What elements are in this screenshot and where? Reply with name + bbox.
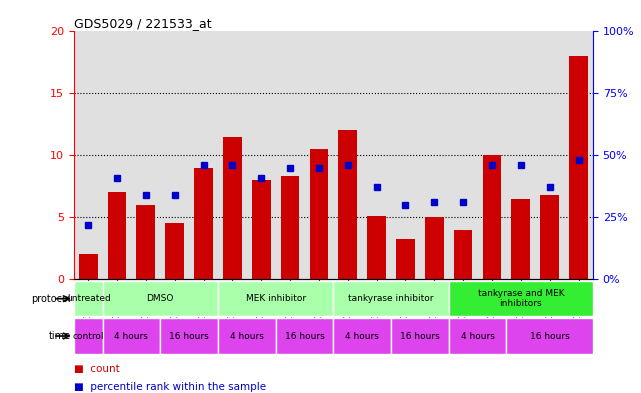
Text: untreated: untreated	[66, 294, 110, 303]
Bar	[449, 281, 593, 316]
Text: 4 hours: 4 hours	[115, 332, 148, 340]
Bar	[420, 31, 449, 279]
Bar	[333, 281, 449, 316]
Bar	[540, 195, 559, 279]
Bar	[160, 318, 218, 354]
Bar	[449, 31, 478, 279]
Bar	[304, 31, 333, 279]
Bar	[333, 31, 362, 279]
Bar	[506, 318, 593, 354]
Bar	[165, 223, 184, 279]
Bar	[391, 31, 420, 279]
Text: 16 hours: 16 hours	[169, 332, 209, 340]
Bar	[391, 318, 449, 354]
Bar	[569, 56, 588, 279]
Text: 16 hours: 16 hours	[529, 332, 570, 340]
Bar	[103, 281, 218, 316]
Bar	[194, 167, 213, 279]
Text: control: control	[72, 332, 104, 340]
Bar	[535, 31, 564, 279]
Bar	[160, 31, 189, 279]
Bar	[512, 198, 530, 279]
Bar	[218, 31, 247, 279]
Bar	[506, 31, 535, 279]
Bar	[74, 281, 103, 316]
Bar	[218, 281, 333, 316]
Text: ■  percentile rank within the sample: ■ percentile rank within the sample	[74, 382, 266, 392]
Text: 4 hours: 4 hours	[230, 332, 263, 340]
Bar	[564, 31, 593, 279]
Text: GDS5029 / 221533_at: GDS5029 / 221533_at	[74, 17, 212, 30]
Text: tankyrase and MEK
inhibitors: tankyrase and MEK inhibitors	[478, 289, 564, 309]
Text: 16 hours: 16 hours	[285, 332, 324, 340]
Bar	[103, 318, 160, 354]
Text: DMSO: DMSO	[147, 294, 174, 303]
Bar	[189, 31, 218, 279]
Bar	[449, 318, 506, 354]
Bar	[333, 318, 391, 354]
Bar	[103, 31, 131, 279]
Bar	[276, 31, 304, 279]
Text: time: time	[49, 331, 71, 341]
Bar	[396, 239, 415, 279]
Bar	[79, 254, 97, 279]
Text: 16 hours: 16 hours	[400, 332, 440, 340]
Bar	[310, 149, 328, 279]
Bar	[252, 180, 271, 279]
Bar	[483, 155, 501, 279]
Bar	[281, 176, 299, 279]
Bar	[108, 192, 126, 279]
Text: 4 hours: 4 hours	[345, 332, 379, 340]
Bar	[478, 31, 506, 279]
Bar	[362, 31, 391, 279]
Bar	[454, 230, 472, 279]
Bar	[425, 217, 444, 279]
Bar	[276, 318, 333, 354]
Bar	[218, 318, 276, 354]
Text: ■  count: ■ count	[74, 364, 119, 375]
Bar	[131, 31, 160, 279]
Bar	[367, 216, 386, 279]
Text: tankyrase inhibitor: tankyrase inhibitor	[348, 294, 434, 303]
Text: MEK inhibitor: MEK inhibitor	[246, 294, 306, 303]
Bar	[247, 31, 276, 279]
Bar	[223, 137, 242, 279]
Text: protocol: protocol	[31, 294, 71, 304]
Text: 4 hours: 4 hours	[461, 332, 494, 340]
Bar	[74, 31, 103, 279]
Bar	[137, 205, 155, 279]
Bar	[74, 318, 103, 354]
Bar	[338, 130, 357, 279]
